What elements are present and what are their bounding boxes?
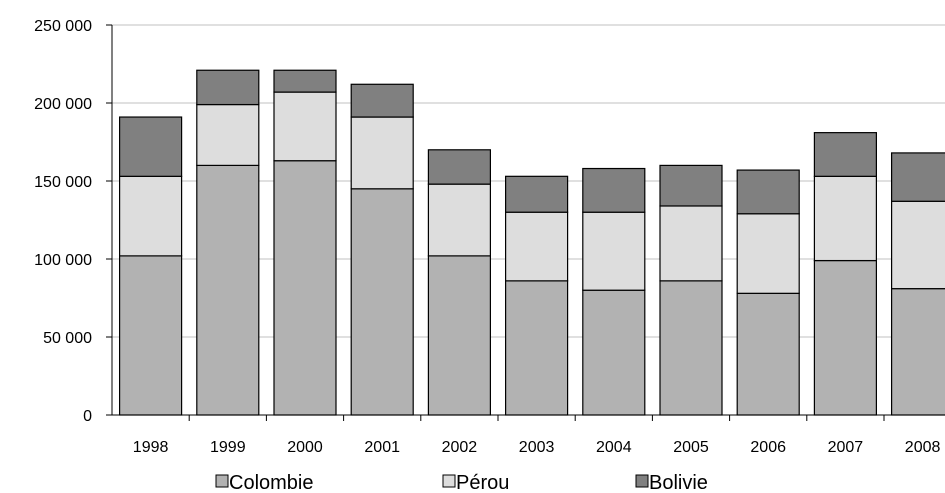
- x-tick-label: 2008: [905, 439, 941, 456]
- bar-bolivie: [890, 152, 945, 202]
- legend-item: Bolivie: [635, 472, 708, 493]
- bar-colombie: [427, 255, 491, 416]
- bar-bolivie: [659, 164, 723, 207]
- bar-bolivie: [582, 167, 646, 213]
- bar-colombie: [813, 259, 878, 416]
- y-tick-label: 100 000: [34, 252, 92, 269]
- legend: Colombie Pérou Bolivie: [215, 472, 708, 493]
- bar-p-rou: [890, 200, 945, 290]
- bar-p-rou: [350, 116, 414, 190]
- bar-bolivie: [196, 69, 260, 106]
- bar-bolivie: [813, 132, 878, 177]
- x-tick-label: 2005: [673, 439, 709, 456]
- bar-colombie: [350, 188, 414, 416]
- x-tick-labels: 1998 1999 2000 2001 2002 2003 2004 2005 2006 2007…: [133, 415, 941, 456]
- bar-colombie: [890, 288, 945, 416]
- bar-colombie: [118, 255, 183, 416]
- y-tick-label: 200 000: [34, 96, 92, 113]
- y-tick-label: 0: [83, 408, 92, 425]
- x-tick-label: 2004: [596, 439, 632, 456]
- legend-label: Pérou: [456, 472, 509, 493]
- bar-p-rou: [582, 211, 646, 291]
- bar-p-rou: [659, 205, 723, 282]
- bar-p-rou: [196, 103, 260, 166]
- bar-colombie: [196, 164, 260, 416]
- legend-swatch: [442, 474, 456, 488]
- y-tick-label: 150 000: [34, 174, 92, 191]
- y-tick-label: 50 000: [43, 330, 92, 347]
- y-tick-labels: 0 50 000 100 000 150 000 200 000 250 000: [34, 18, 92, 425]
- bar-p-rou: [427, 183, 491, 257]
- legend-item: Colombie: [215, 472, 313, 493]
- bar-p-rou: [813, 175, 878, 262]
- bar-bolivie: [273, 69, 337, 93]
- legend-label: Bolivie: [649, 472, 708, 493]
- x-tick-label: 2006: [750, 439, 786, 456]
- bar-colombie: [582, 289, 646, 416]
- legend-item: Pérou: [442, 472, 509, 493]
- bar-colombie: [505, 280, 569, 416]
- bar-bolivie: [427, 149, 491, 185]
- x-tick-label: 2002: [442, 439, 478, 456]
- x-tick-label: 1999: [210, 439, 246, 456]
- bars: [118, 69, 945, 416]
- bar-bolivie: [118, 116, 183, 177]
- bar-colombie: [273, 160, 337, 416]
- y-tick-label: 250 000: [34, 18, 92, 35]
- x-tick-label: 2003: [519, 439, 555, 456]
- x-tick-label: 2007: [828, 439, 864, 456]
- bar-bolivie: [350, 83, 414, 118]
- x-tick-label: 2000: [287, 439, 323, 456]
- bar-p-rou: [273, 91, 337, 162]
- bar-colombie: [659, 280, 723, 416]
- legend-swatch: [215, 474, 229, 488]
- x-tick-label: 1998: [133, 439, 169, 456]
- axes: [111, 25, 945, 416]
- x-tick-label: 2001: [364, 439, 400, 456]
- bar-colombie: [736, 292, 800, 416]
- bar-bolivie: [736, 169, 800, 215]
- legend-swatch: [635, 474, 649, 488]
- bar-p-rou: [505, 211, 569, 282]
- bar-bolivie: [505, 175, 569, 213]
- bar-p-rou: [118, 175, 183, 257]
- legend-label: Colombie: [229, 472, 313, 493]
- bar-p-rou: [736, 213, 800, 294]
